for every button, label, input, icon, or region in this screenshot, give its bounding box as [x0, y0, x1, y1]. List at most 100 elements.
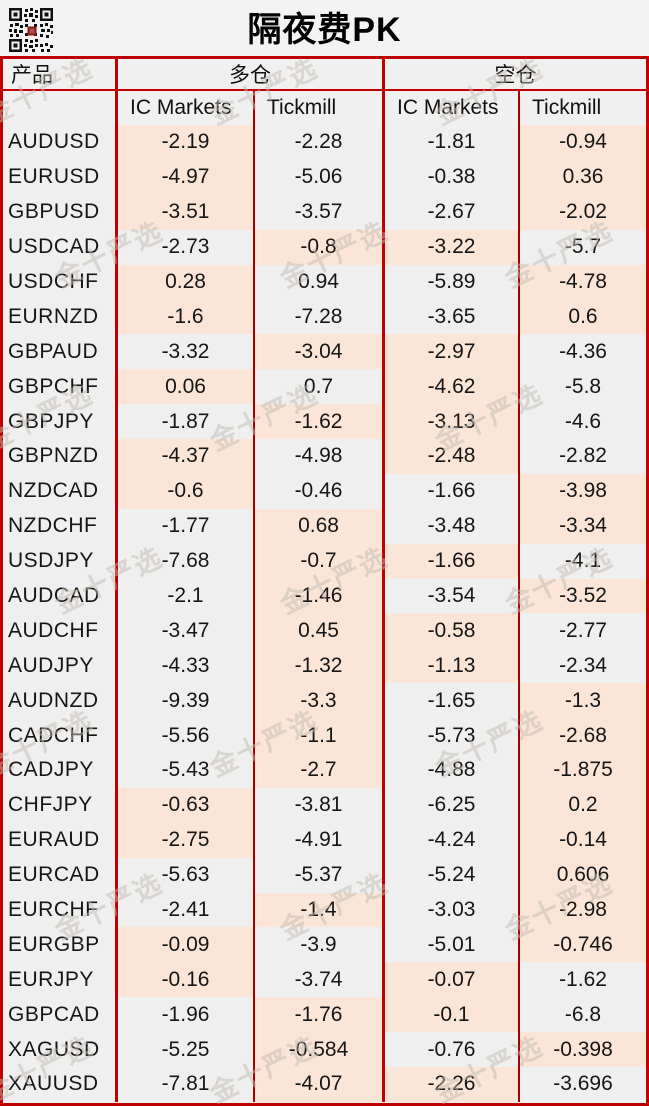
table-row: CHFJPY -0.63 -3.81 -6.25 0.2 — [3, 787, 646, 823]
fee-cell: -3.57 — [255, 194, 385, 230]
fee-cell: -1.1 — [255, 718, 385, 754]
fee-cell: -4.91 — [255, 822, 385, 858]
fee-cell: -1.81 — [385, 125, 520, 160]
fee-cell: 0.28 — [118, 264, 255, 300]
fee-cell: -3.52 — [520, 578, 646, 614]
product-cell: USDCAD — [3, 229, 118, 265]
page-title: 隔夜费PK — [247, 11, 402, 49]
product-cell: XAGUSD — [3, 1032, 118, 1068]
fee-cell: -1.65 — [385, 683, 520, 719]
fee-cell: -3.54 — [385, 578, 520, 614]
table-row: GBPAUD -3.32 -3.04 -2.97 -4.36 — [3, 334, 646, 370]
fee-cell: -2.1 — [118, 578, 255, 614]
fee-cell: -0.94 — [520, 125, 646, 160]
product-cell: USDJPY — [3, 543, 118, 579]
product-cell: EURNZD — [3, 299, 118, 335]
product-cell: USDCHF — [3, 264, 118, 300]
table-row: CADCHF -5.56 -1.1 -5.73 -2.68 — [3, 718, 646, 754]
fee-cell: -3.9 — [255, 927, 385, 963]
fee-cell: -3.74 — [255, 962, 385, 998]
fee-cell: -0.38 — [385, 159, 520, 195]
fee-cell: -3.34 — [520, 508, 646, 544]
header-short-group: 空仓 — [385, 59, 646, 89]
fee-cell: -1.4 — [255, 892, 385, 928]
product-cell: GBPAUD — [3, 334, 118, 370]
fee-cell: -4.36 — [520, 334, 646, 370]
product-cell: EURAUD — [3, 822, 118, 858]
fee-cell: -3.81 — [255, 787, 385, 823]
fee-cell: -2.97 — [385, 334, 520, 370]
product-cell: GBPNZD — [3, 439, 118, 474]
fee-cell: -2.7 — [255, 753, 385, 788]
fee-cell: -3.51 — [118, 194, 255, 230]
fee-cell: -2.02 — [520, 194, 646, 230]
fee-cell: -3.98 — [520, 473, 646, 509]
table-row: USDJPY -7.68 -0.7 -1.66 -4.1 — [3, 543, 646, 579]
fee-cell: -1.3 — [520, 683, 646, 719]
fee-cell: -5.73 — [385, 718, 520, 754]
fee-cell: -0.76 — [385, 1032, 520, 1068]
fee-cell: -1.96 — [118, 997, 255, 1033]
fee-cell: -0.746 — [520, 927, 646, 963]
fee-cell: -7.68 — [118, 543, 255, 579]
product-cell: GBPUSD — [3, 194, 118, 230]
fee-cell: -1.87 — [118, 404, 255, 440]
fee-cell: -0.584 — [255, 1032, 385, 1068]
header-long-group: 多仓 — [118, 59, 385, 89]
table-row: EURUSD -4.97 -5.06 -0.38 0.36 — [3, 159, 646, 195]
fee-cell: -0.14 — [520, 822, 646, 858]
fee-cell: -4.62 — [385, 369, 520, 405]
fee-cell: -0.07 — [385, 962, 520, 998]
fee-cell: -0.7 — [255, 543, 385, 579]
fee-cell: -0.8 — [255, 229, 385, 265]
fee-cell: -0.1 — [385, 997, 520, 1033]
table-row: GBPUSD -3.51 -3.57 -2.67 -2.02 — [3, 194, 646, 230]
fee-cell: -2.19 — [118, 125, 255, 160]
fee-cell: -4.6 — [520, 404, 646, 440]
fee-cell: 0.7 — [255, 369, 385, 405]
fee-cell: -5.7 — [520, 229, 646, 265]
header-product: 产品 — [3, 59, 118, 89]
fee-cell: 0.606 — [520, 857, 646, 893]
product-cell: GBPCHF — [3, 369, 118, 405]
fee-cell: -1.875 — [520, 753, 646, 788]
product-cell: EURGBP — [3, 927, 118, 963]
fee-cell: -3.22 — [385, 229, 520, 265]
table-row: GBPCHF 0.06 0.7 -4.62 -5.8 — [3, 369, 646, 405]
table-row: EURAUD -2.75 -4.91 -4.24 -0.14 — [3, 822, 646, 858]
fee-cell: -3.32 — [118, 334, 255, 370]
fee-comparison-table: 产品 多仓 空仓 IC Markets Tickmill IC Markets … — [0, 56, 649, 1106]
table-row: EURGBP -0.09 -3.9 -5.01 -0.746 — [3, 927, 646, 963]
fee-cell: -5.24 — [385, 857, 520, 893]
product-cell: GBPCAD — [3, 997, 118, 1033]
fee-cell: -4.88 — [385, 753, 520, 788]
fee-cell: -4.33 — [118, 648, 255, 684]
title-bar: 隔夜费PK — [0, 0, 649, 56]
fee-cell: -2.73 — [118, 229, 255, 265]
fee-cell: -3.3 — [255, 683, 385, 719]
fee-cell: 0.2 — [520, 787, 646, 823]
table-row: GBPNZD -4.37 -4.98 -2.48 -2.82 — [3, 439, 646, 474]
fee-cell: 0.68 — [255, 508, 385, 544]
table-row: AUDCAD -2.1 -1.46 -3.54 -3.52 — [3, 578, 646, 614]
product-cell: CHFJPY — [3, 787, 118, 823]
fee-cell: -5.01 — [385, 927, 520, 963]
fee-cell: -3.47 — [118, 613, 255, 649]
fee-cell: -0.09 — [118, 927, 255, 963]
fee-cell: -1.62 — [255, 404, 385, 440]
fee-cell: -2.75 — [118, 822, 255, 858]
fee-cell: -1.66 — [385, 473, 520, 509]
fee-cell: 0.36 — [520, 159, 646, 195]
fee-cell: -5.8 — [520, 369, 646, 405]
fee-cell: -2.26 — [385, 1067, 520, 1102]
fee-cell: -4.78 — [520, 264, 646, 300]
fee-cell: 0.06 — [118, 369, 255, 405]
table-row: NZDCHF -1.77 0.68 -3.48 -3.34 — [3, 508, 646, 544]
table-row: AUDCHF -3.47 0.45 -0.58 -2.77 — [3, 613, 646, 649]
fee-cell: -2.28 — [255, 125, 385, 160]
fee-cell: 0.45 — [255, 613, 385, 649]
fee-cell: -5.25 — [118, 1032, 255, 1068]
fee-cell: -5.56 — [118, 718, 255, 754]
product-cell: AUDCAD — [3, 578, 118, 614]
